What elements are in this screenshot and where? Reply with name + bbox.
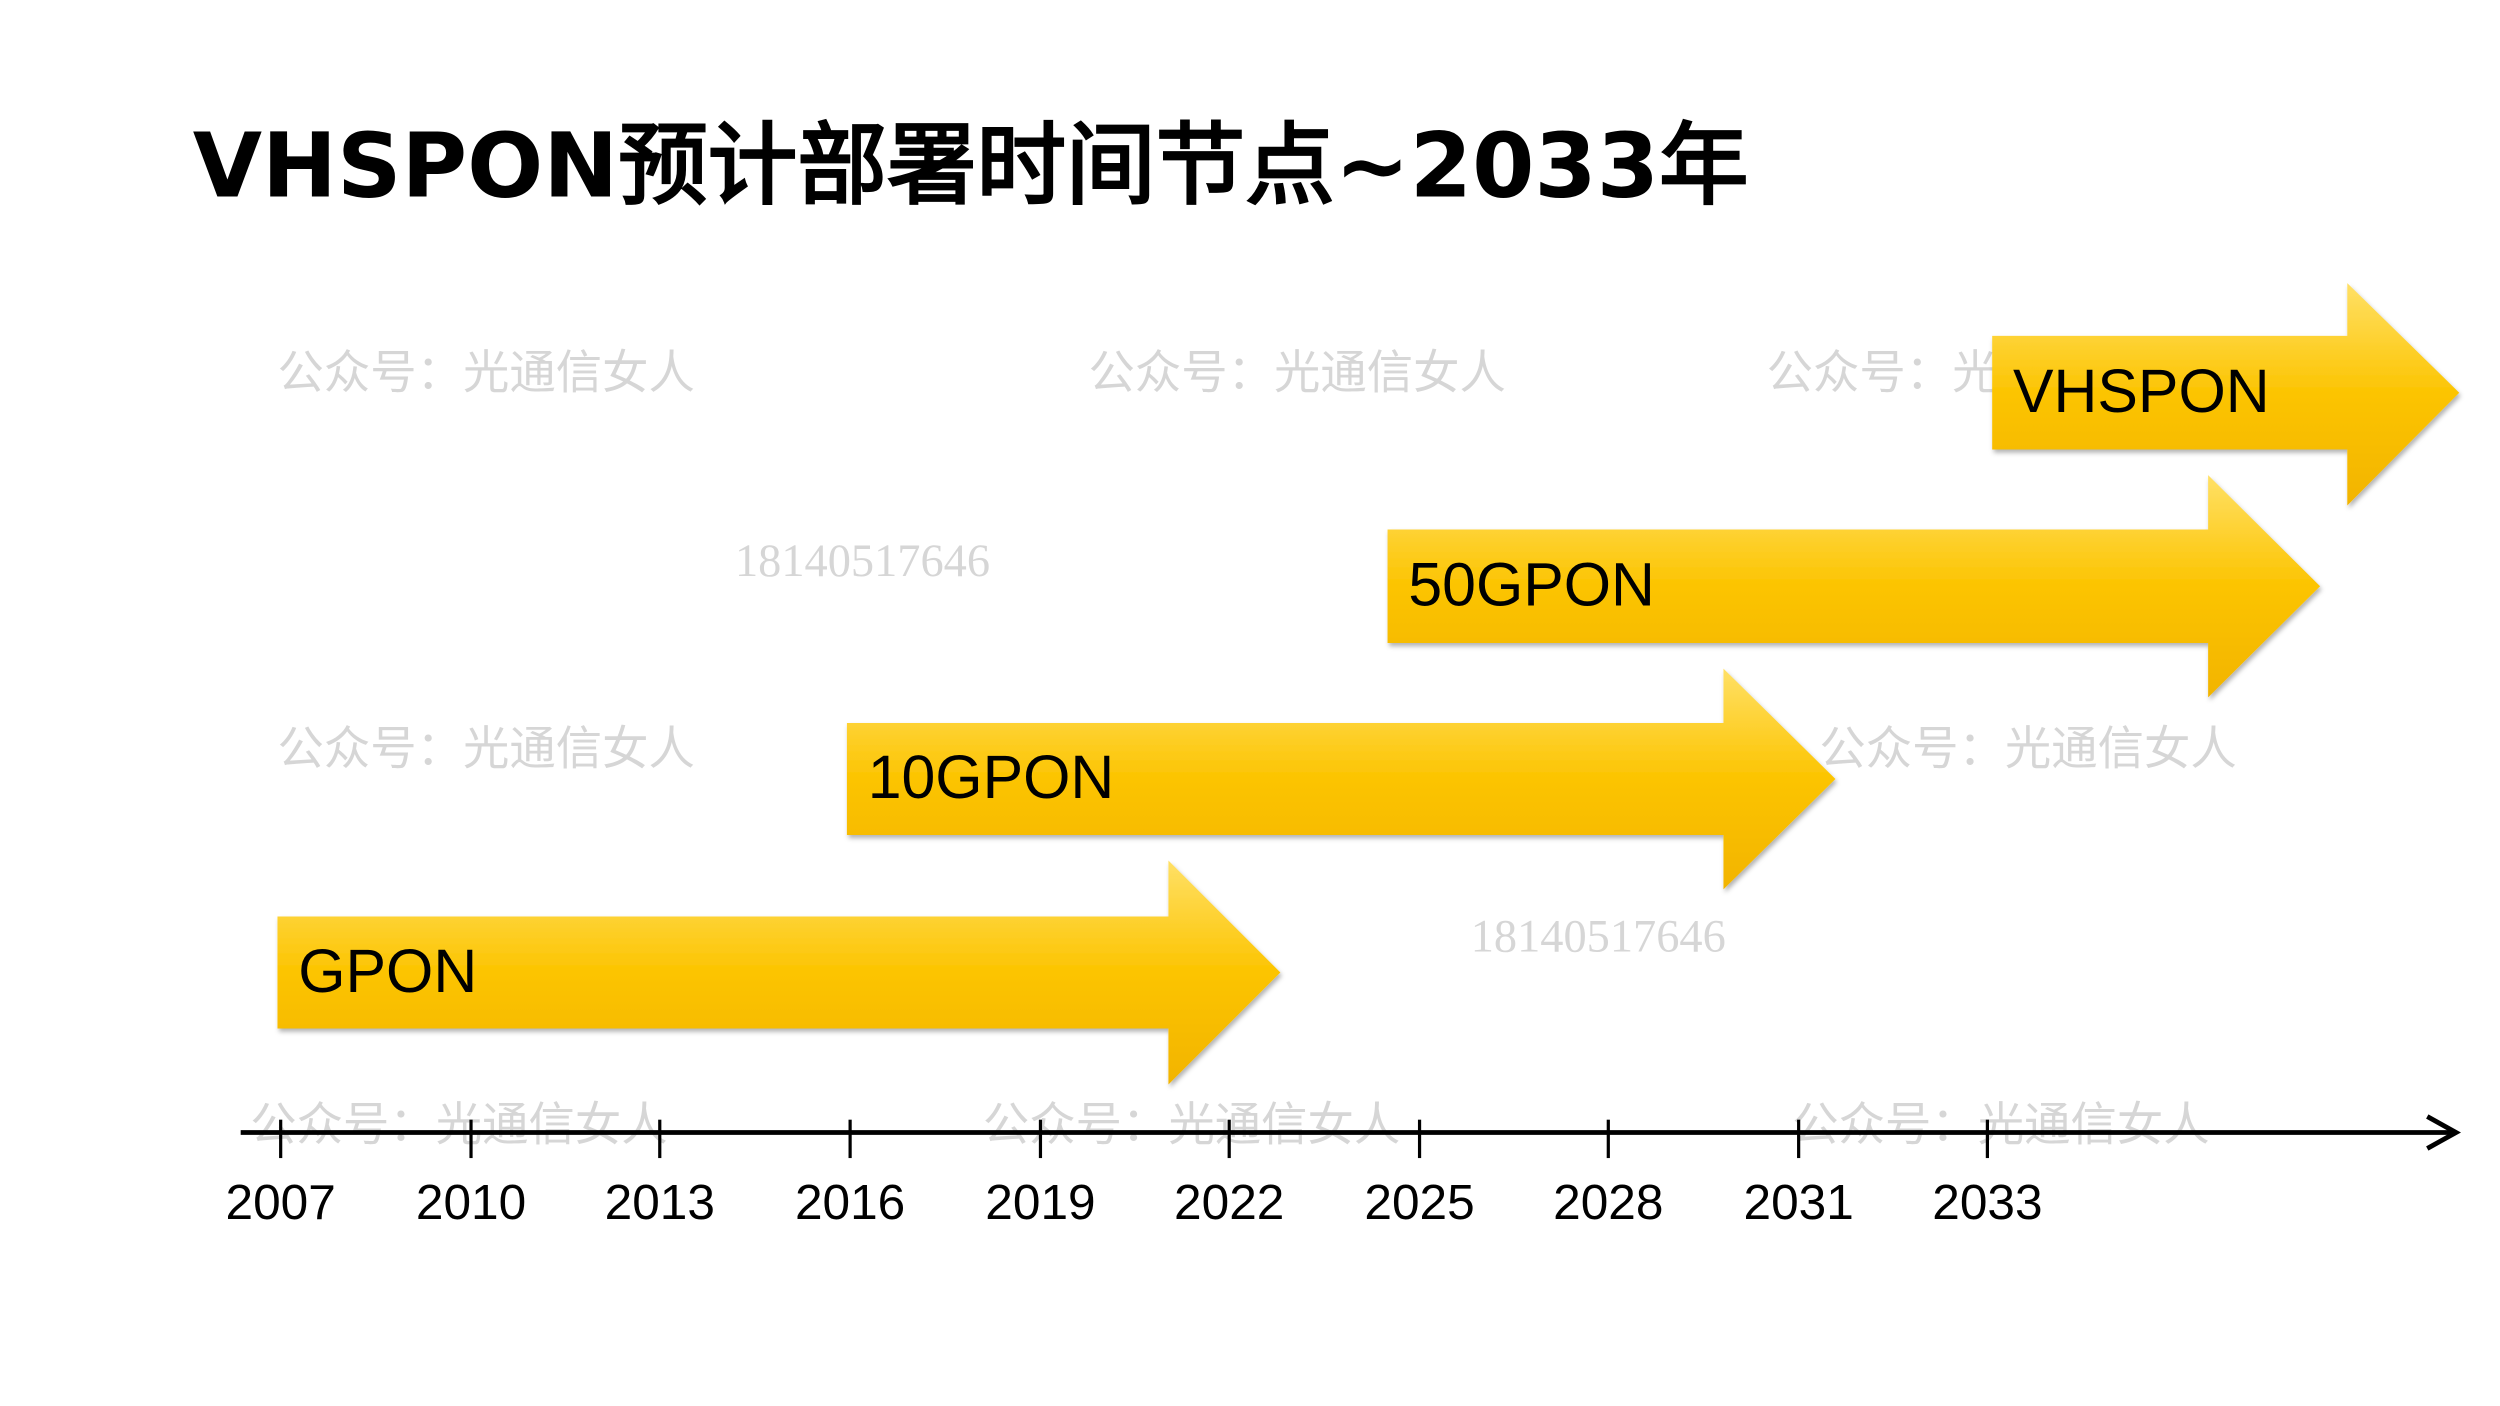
title: VHSPON预计部署时间节点~2033年 [193,115,1749,219]
arrow-shape [1992,283,2460,506]
arrow-shape [277,860,1281,1085]
watermark: 18140517646 [1471,912,1726,963]
arrow-label: GPON [298,937,477,1005]
arrow-label: 10GPON [868,743,1115,811]
timeline-ticks: 2007 2010 2013 2016 2019 2022 2025 2028 2031 2033 [226,1119,2043,1230]
watermark: 18140517646 [735,536,990,587]
watermark: 公众号：光通信女人 [277,724,694,776]
year-label: 2013 [605,1174,715,1230]
watermark: 公众号：光通信女人 [1088,348,1505,400]
year-label: 2010 [416,1174,526,1230]
watermark: 公众号：光通信女人 [983,1099,1400,1151]
year-label: 2028 [1553,1174,1663,1230]
arrow-label: VHSPON [2013,357,2270,425]
watermark: 公众号：光通信女人 [250,1099,667,1151]
watermark: 公众号：光通信女人 [1819,724,2236,776]
year-label: 2019 [985,1174,1095,1230]
arrow-shape [846,668,1836,890]
year-label: 2016 [795,1174,905,1230]
year-label: 2033 [1932,1174,2042,1230]
watermark: 公众号：光通信女人 [277,348,694,400]
year-label: 2007 [226,1174,336,1230]
watermark: 公众号：光通信女人 [1792,1099,2209,1151]
arrow-shape [1387,475,2321,698]
year-label: 2031 [1743,1174,1853,1230]
arrows: GPON 10GPON 50GPON VHSPON [277,283,2460,1085]
axis-arrowhead [2426,1114,2461,1151]
arrow-label: 50GPON [1408,550,1655,618]
timeline-axis [240,1114,2461,1151]
year-label: 2025 [1364,1174,1474,1230]
year-label: 2022 [1174,1174,1284,1230]
